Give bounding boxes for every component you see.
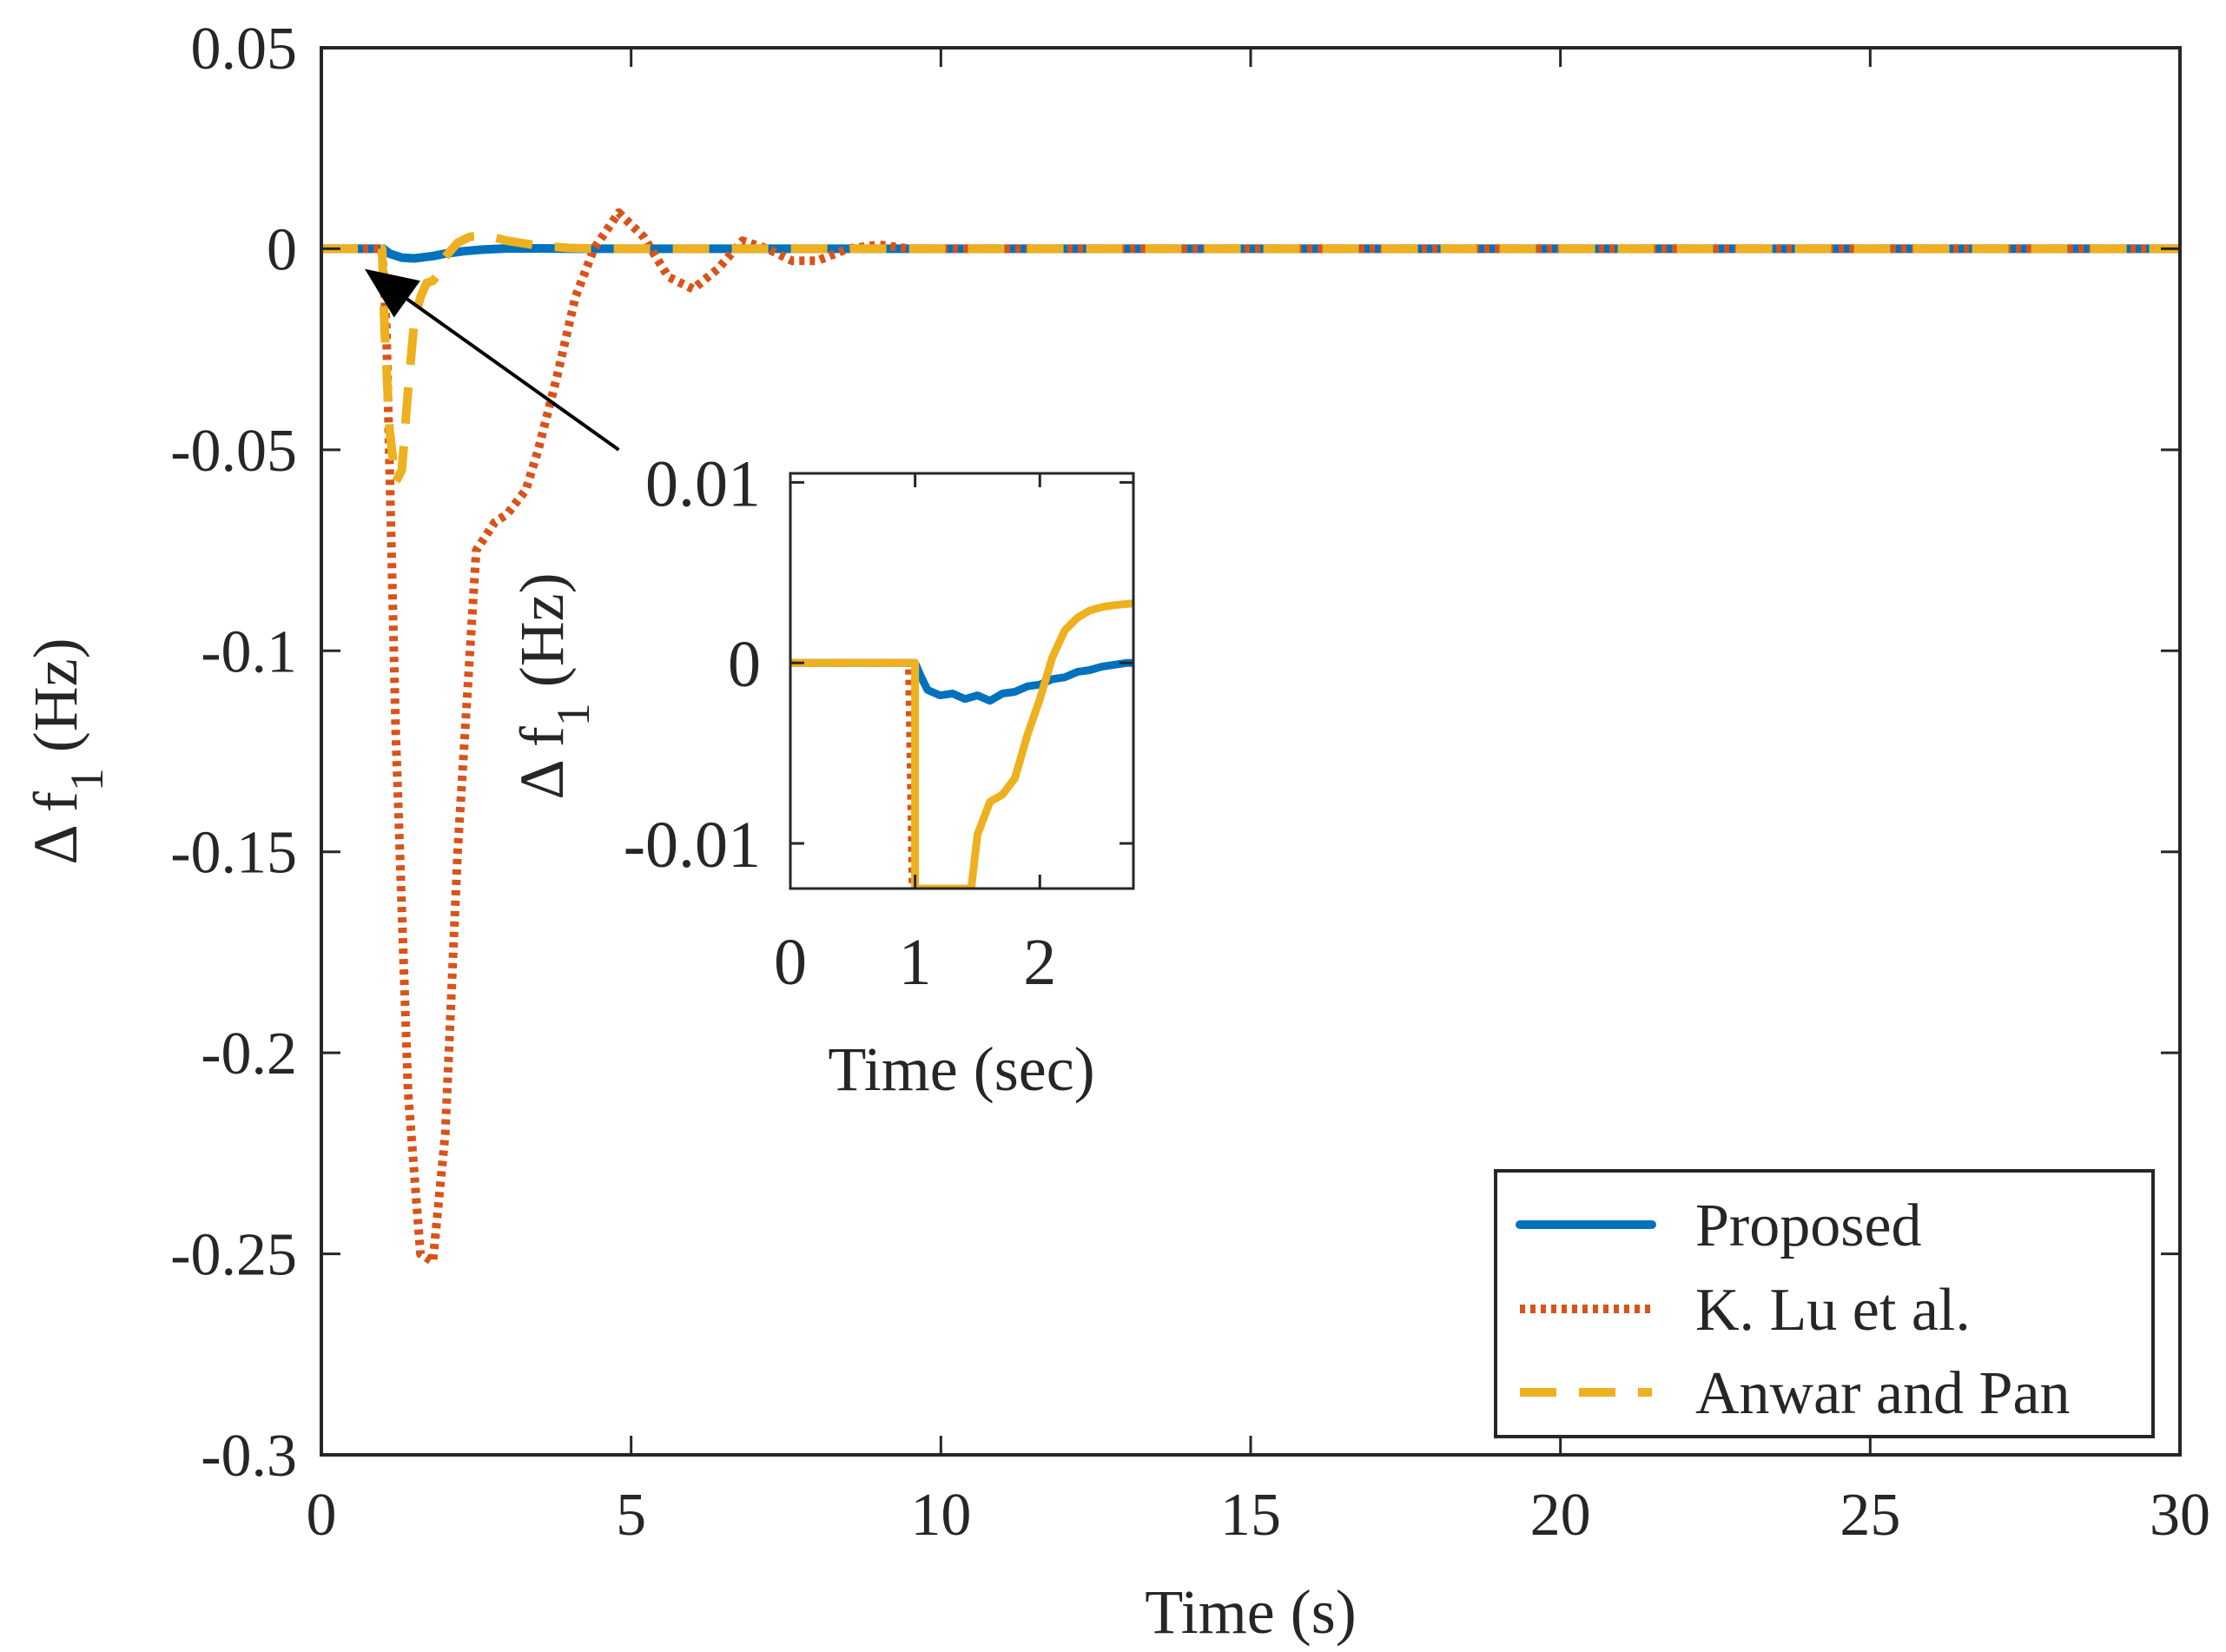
main-x-tick-labels: 0 5 10 15 20 25 30	[307, 1482, 2211, 1549]
main-y-axis-title: Δ f1 (Hz)	[21, 638, 113, 864]
svg-text:Δ f1(Hz): Δ f1 (Hz)	[507, 572, 599, 799]
main-y-axis-title-unit: (Hz)	[21, 638, 90, 752]
svg-text:Δ f1(Hz): Δ f1 (Hz)	[21, 638, 113, 864]
main-x-tick-label: 20	[1530, 1482, 1591, 1549]
annotation-arrow-shaft	[406, 297, 620, 452]
inset-x-tick-labels: 0 1 2	[774, 926, 1056, 999]
main-chart: 0 5 10 15 20 25 30 0.050-0.05-0.1-0.15-0.2-0.2…	[21, 16, 2210, 1647]
main-y-tick-labels: 0.05 0 -0.05 -0.1 -0.15 -0.2 -0.25 -0.3	[170, 16, 297, 1490]
main-y-tick-label: -0.25	[170, 1222, 297, 1289]
main-x-tick-label: 30	[2150, 1482, 2210, 1549]
main-y-axis-title-base: Δ f	[21, 791, 90, 864]
inset-x-tick-label: 0	[774, 926, 807, 999]
inset-y-tick-label: -0.01	[624, 809, 761, 882]
main-y-axis-title-sub: 1	[61, 768, 113, 791]
main-series-line-anwar-and-pan	[321, 231, 2180, 486]
inset-x-axis-title: Time (sec)	[828, 1034, 1094, 1104]
inset-x-tick-label: 2	[1023, 926, 1056, 999]
inset-plot-frame	[789, 472, 1135, 890]
legend-label-anwar-and-pan: Anwar and Pan	[1695, 1360, 2071, 1427]
main-x-tick-label: 10	[910, 1482, 971, 1549]
legend-label-proposed: Proposed	[1695, 1193, 1922, 1259]
legend-items: Proposed K. Lu et al. Anwar and Pan	[1516, 1193, 2071, 1427]
main-series-lines	[321, 208, 2180, 1266]
annotation-arrow	[364, 268, 620, 452]
main-y-tick-label: -0.3	[201, 1423, 297, 1490]
main-y-tick-label: -0.05	[170, 418, 297, 485]
inset-x-tick-label: 1	[899, 926, 932, 999]
inset-tick-marks	[789, 473, 1133, 889]
main-x-tick-label: 0	[307, 1482, 337, 1549]
main-y-tick-label: -0.1	[201, 618, 297, 685]
main-y-tick-label: -0.15	[170, 820, 297, 887]
inset-y-tick-labels: 0.01 0 -0.01	[624, 447, 761, 882]
main-x-tick-label: 15	[1220, 1482, 1281, 1549]
inset-y-axis-title-base: Δ f	[507, 726, 577, 799]
main-y-tick-label: 0	[267, 216, 297, 283]
annotation-arrow-head	[364, 268, 420, 318]
inset-y-axis-title-sub: 1	[547, 703, 599, 726]
inset-y-axis-title-unit: (Hz)	[507, 572, 577, 687]
legend-label-k-lu-et-al: K. Lu et al.	[1695, 1277, 1971, 1344]
legend: Proposed K. Lu et al. Anwar and Pan	[1494, 1169, 2155, 1438]
inset-series-lines	[790, 599, 1133, 889]
inset-y-axis-title: Δ f1 (Hz)	[507, 572, 599, 799]
inset-plot-background	[790, 473, 1133, 889]
main-x-tick-label: 5	[616, 1482, 646, 1549]
inset-series-line-proposed	[790, 658, 1133, 705]
inset-y-tick-label: 0.01	[645, 447, 761, 520]
main-x-tick-label: 25	[1840, 1482, 1900, 1549]
main-series-line-k-lu-et-al	[321, 208, 2180, 1266]
main-x-axis-title: Time (s)	[1145, 1577, 1356, 1647]
main-y-tick-label: -0.2	[201, 1021, 297, 1087]
inset-y-tick-label: 0	[728, 628, 761, 701]
inset-series-line-anwar-and-pan	[790, 599, 1133, 889]
main-y-tick-label: 0.05	[191, 16, 298, 83]
main-tick-marks	[320, 46, 2182, 1457]
